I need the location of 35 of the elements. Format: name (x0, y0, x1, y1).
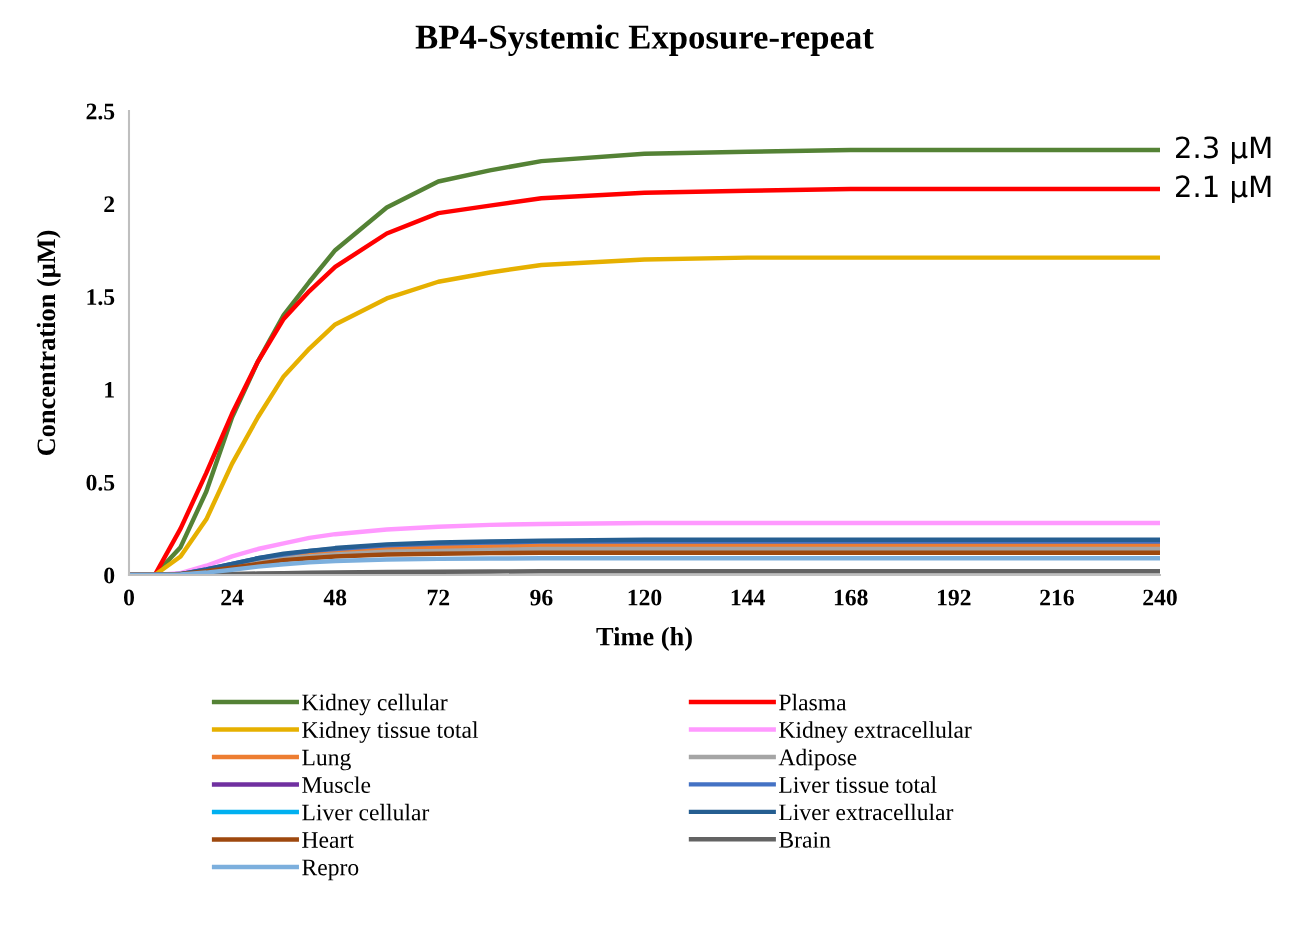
x-tick-label: 192 (937, 589, 971, 606)
legend-label: Liver cellular (302, 803, 430, 821)
x-tick-label: 120 (628, 589, 662, 606)
x-axis-title: Time (h) (596, 626, 692, 651)
y-tick-label: 1.5 (87, 289, 115, 306)
legend-label: Repro (302, 859, 359, 881)
x-tick-label: 216 (1040, 589, 1074, 606)
y-tick-label: 1 (105, 382, 114, 398)
legend-label: Kidney extracellular (779, 721, 972, 743)
legend-label: Muscle (302, 776, 371, 794)
legend-label: Heart (302, 832, 354, 848)
y-tick-label: 2.5 (86, 103, 115, 120)
legend-label: Lung (302, 749, 351, 771)
legend-label: Plasma (779, 693, 847, 711)
legend-label: Brain (779, 831, 831, 848)
x-tick-label: 240 (1143, 589, 1177, 606)
x-tick-label: 72 (427, 589, 450, 606)
chart-title: BP4-Systemic Exposure-repeat (415, 24, 874, 56)
x-tick-label: 24 (221, 589, 244, 606)
annotation: 2.3 μM (1176, 136, 1271, 165)
y-tick-label: 0 (104, 567, 115, 584)
legend-label: Liver tissue total (779, 776, 937, 793)
x-tick-label: 48 (323, 589, 347, 606)
x-tick-label: 144 (731, 589, 765, 606)
legend-label: Kidney cellular (302, 693, 448, 716)
legend-label: Kidney tissue total (302, 721, 479, 743)
x-tick-label: 0 (124, 589, 134, 606)
y-tick-label: 2 (104, 196, 115, 212)
annotation: 2.1 μM (1176, 175, 1271, 204)
legend-label: Liver extracellular (779, 803, 954, 821)
x-tick-label: 168 (834, 589, 868, 606)
y-axis-title: Concentration (μM) (36, 230, 61, 456)
x-tick-label: 96 (530, 589, 553, 606)
legend-label: Adipose (778, 748, 857, 771)
y-tick-label: 0.5 (86, 474, 115, 491)
